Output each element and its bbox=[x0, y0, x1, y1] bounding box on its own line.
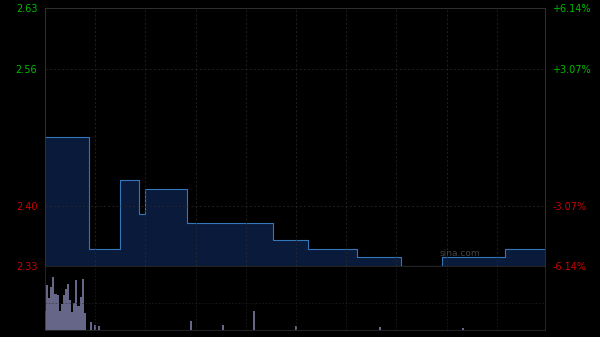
Bar bbox=[65, 289, 67, 330]
Bar bbox=[76, 280, 77, 330]
Bar bbox=[98, 326, 100, 330]
Bar bbox=[83, 313, 86, 330]
Bar bbox=[59, 311, 61, 330]
Bar bbox=[46, 285, 48, 330]
Bar bbox=[73, 303, 76, 330]
Bar bbox=[94, 325, 96, 330]
Bar bbox=[63, 296, 65, 330]
Bar bbox=[82, 279, 83, 330]
Bar bbox=[295, 326, 297, 330]
Bar bbox=[67, 284, 69, 330]
Bar bbox=[462, 328, 464, 330]
Bar bbox=[71, 312, 73, 330]
Bar bbox=[253, 311, 255, 330]
Bar bbox=[56, 295, 59, 330]
Bar bbox=[80, 297, 82, 330]
Text: sina.com: sina.com bbox=[439, 249, 480, 258]
Bar bbox=[77, 306, 80, 330]
Bar bbox=[48, 298, 50, 330]
Bar bbox=[190, 320, 193, 330]
Bar bbox=[379, 327, 380, 330]
Bar bbox=[55, 294, 56, 330]
Bar bbox=[69, 300, 71, 330]
Bar bbox=[50, 287, 52, 330]
Bar bbox=[44, 311, 46, 330]
Bar bbox=[61, 304, 63, 330]
Bar bbox=[90, 322, 92, 330]
Bar bbox=[222, 325, 224, 330]
Bar bbox=[52, 277, 55, 330]
